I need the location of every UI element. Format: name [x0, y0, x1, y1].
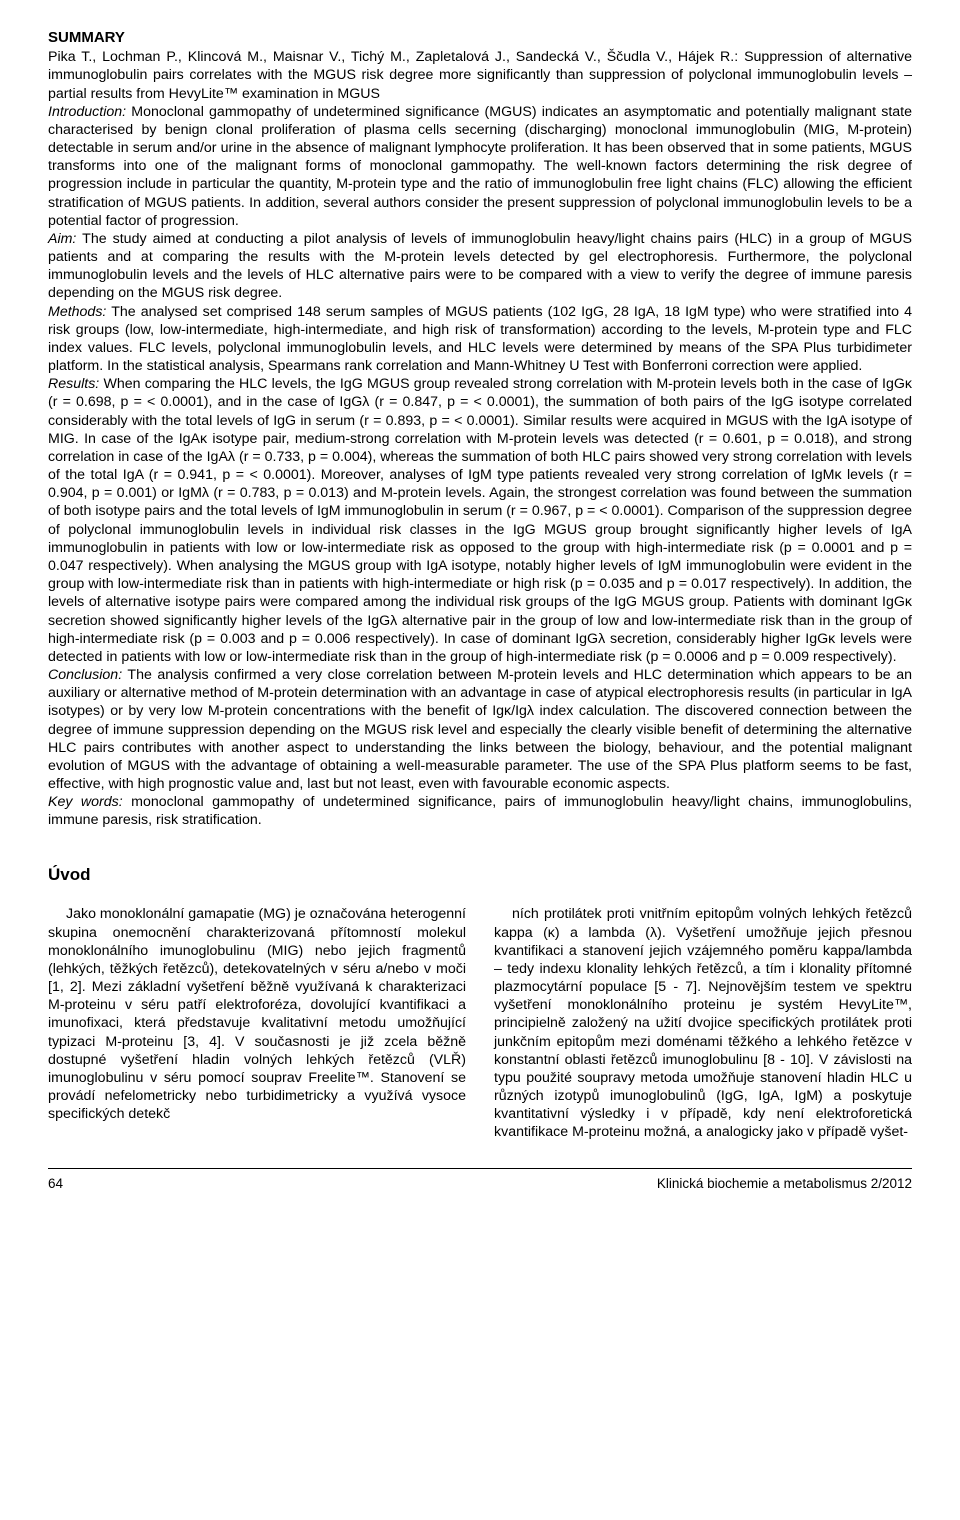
summary-authors: Pika T., Lochman P., Klincová M., Maisna…: [48, 49, 744, 65]
journal-name: Klinická biochemie a metabolismus 2/2012: [657, 1175, 912, 1192]
methods-label: Methods:: [48, 304, 106, 320]
keywords-text: monoclonal gammopathy of undetermined si…: [48, 794, 912, 828]
uvod-col2: ních protilátek proti vnitřním epitopům …: [494, 905, 912, 1141]
uvod-columns: Jako monoklonální gamapatie (MG) je ozna…: [48, 905, 912, 1141]
aim-label: Aim:: [48, 231, 76, 247]
summary-body: Pika T., Lochman P., Klincová M., Maisna…: [48, 48, 912, 829]
intro-label: Introduction:: [48, 104, 126, 120]
page-number: 64: [48, 1175, 63, 1192]
uvod-heading: Úvod: [48, 864, 912, 886]
results-text: When comparing the HLC levels, the IgG M…: [48, 376, 912, 665]
methods-text: The analysed set comprised 148 serum sam…: [48, 304, 912, 375]
results-label: Results:: [48, 376, 99, 392]
summary-heading: SUMMARY: [48, 28, 912, 47]
uvod-col1: Jako monoklonální gamapatie (MG) je ozna…: [48, 905, 466, 1123]
keywords-label: Key words:: [48, 794, 123, 810]
conclusion-text: The analysis confirmed a very close corr…: [48, 667, 912, 792]
conclusion-label: Conclusion:: [48, 667, 122, 683]
intro-text: Monoclonal gammopathy of undetermined si…: [48, 104, 912, 229]
page-footer: 64 Klinická biochemie a metabolismus 2/2…: [48, 1168, 912, 1192]
aim-text: The study aimed at conducting a pilot an…: [48, 231, 912, 302]
